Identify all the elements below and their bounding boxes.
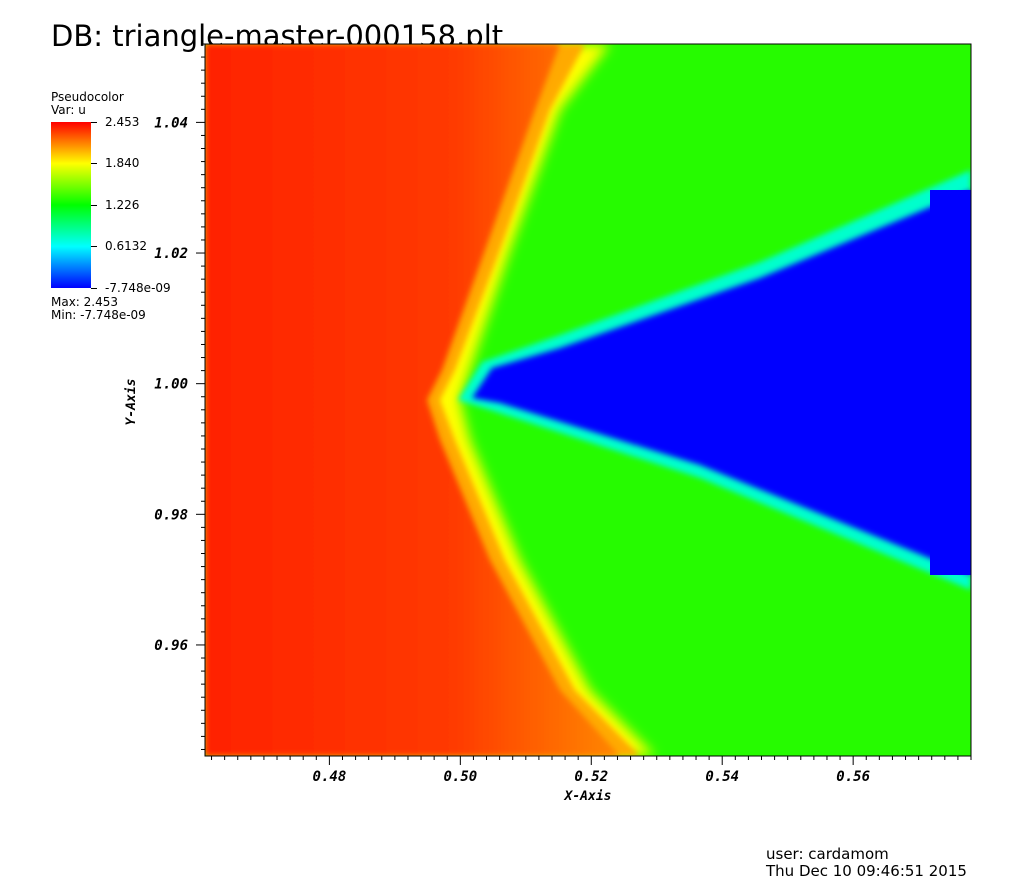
x-tick-label: 0.54 [705, 769, 739, 785]
x-tick-label: 0.50 [443, 769, 477, 785]
user-info: user: cardamom [766, 845, 889, 863]
colorbar-label-max: 2.453 [105, 115, 140, 129]
y-tick-label: 1.02 [154, 246, 188, 262]
plot-frame [204, 43, 972, 757]
x-axis-title: X-Axis [564, 789, 612, 804]
x-tick-label: 0.52 [574, 769, 608, 785]
low-value-wedge [472, 190, 971, 575]
y-tick-label: 0.96 [154, 638, 188, 654]
colorbar-label: 0.6132 [105, 239, 147, 253]
legend-max-value: Max: 2.453 [51, 295, 119, 309]
x-tick-label: 0.56 [836, 769, 870, 785]
high-value-region [205, 44, 620, 756]
colorbar-label-min: -7.748e-09 [105, 281, 171, 295]
x-tick-label: 0.48 [313, 769, 347, 785]
timestamp: Thu Dec 10 09:46:51 2015 [766, 862, 967, 880]
colorbar-tick [91, 163, 97, 164]
legend-plot-type: Pseudocolor [51, 90, 124, 104]
colorbar-label: 1.840 [105, 156, 140, 170]
y-tick-label: 0.98 [154, 507, 188, 523]
y-tick-label: 1.00 [154, 377, 188, 393]
legend-min-value: Min: -7.748e-09 [51, 308, 146, 322]
colorbar-label: 1.226 [105, 198, 140, 212]
y-axis-tick-labels: 0.96 0.98 1.00 1.02 1.04 [154, 115, 188, 654]
colorbar [51, 122, 91, 288]
y-axis-title: Y-Axis [124, 379, 139, 426]
x-axis-tick-labels: 0.48 0.50 0.52 0.54 0.56 [313, 769, 870, 785]
colorbar-tick [91, 122, 97, 123]
legend-variable: Var: u [51, 103, 86, 117]
colorbar-tick [91, 288, 97, 289]
y-axis-ticks [196, 43, 205, 750]
colorbar-tick [91, 205, 97, 206]
y-tick-label: 1.04 [154, 115, 188, 131]
colorbar-tick [91, 246, 97, 247]
x-axis-ticks [211, 756, 972, 765]
